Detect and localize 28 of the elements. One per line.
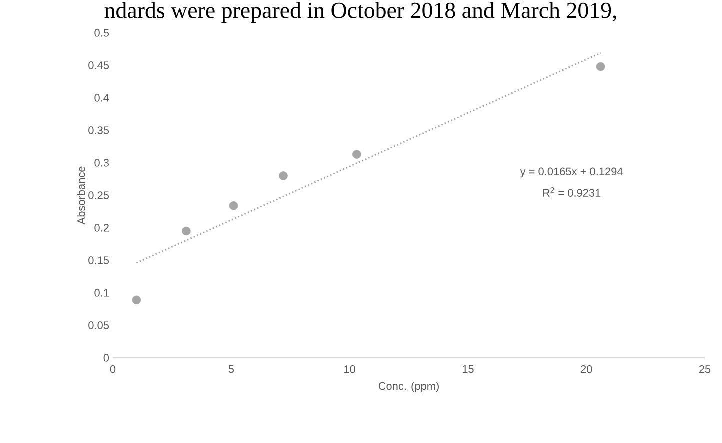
y-tick-label: 0.5 bbox=[94, 29, 110, 37]
y-tick-label: 0.15 bbox=[88, 256, 110, 264]
y-axis-title: Absorbance bbox=[77, 166, 86, 225]
annotation: R$^{2}$ = 0.9231 bbox=[543, 188, 601, 197]
y-tick-label: 0.05 bbox=[88, 322, 110, 330]
x-tick-label: 20 bbox=[581, 366, 592, 374]
x-tick-label: 5 bbox=[228, 366, 234, 374]
y-tick-label: 0.4 bbox=[94, 94, 110, 102]
y-tick-label: 0.45 bbox=[88, 62, 110, 70]
y-tick-label: 0 bbox=[104, 354, 110, 362]
y-tick-label: 0.3 bbox=[94, 159, 110, 167]
text: ndards were prepared in October 2018 and March 2019, bbox=[104, 2, 616, 23]
point bbox=[182, 226, 191, 236]
annotation: y = 0.0165x + 0.1294 bbox=[520, 168, 623, 178]
point bbox=[352, 150, 362, 159]
point bbox=[279, 172, 288, 180]
y-tick-label: 0.35 bbox=[88, 126, 110, 134]
point bbox=[596, 62, 606, 72]
x-tick-label: 0 bbox=[110, 366, 116, 374]
x-tick-label: 25 bbox=[699, 366, 711, 374]
y-tick-label: 0.25 bbox=[88, 192, 110, 200]
x-tick-label: 15 bbox=[462, 366, 474, 374]
y-tick-label: 0.1 bbox=[94, 289, 109, 297]
point bbox=[229, 202, 238, 210]
x-axis-title: Conc. (ppm) bbox=[378, 382, 439, 392]
point bbox=[132, 296, 142, 305]
y-tick-label: 0.2 bbox=[94, 224, 109, 232]
x-tick-label: 10 bbox=[344, 366, 356, 374]
